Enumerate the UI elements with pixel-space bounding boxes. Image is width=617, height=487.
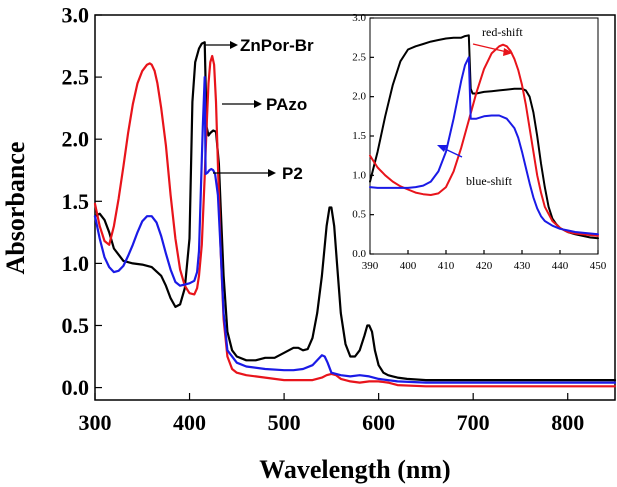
main-y-tick-label-2: 1.0 (62, 251, 90, 276)
main-y-tick-label-4: 2.0 (62, 127, 90, 152)
main-x-tick-label-5: 800 (551, 410, 584, 435)
main-x-tick-label-2: 500 (268, 410, 301, 435)
pazo-arrowhead (254, 100, 262, 108)
red-shift-arrow (472, 43, 508, 53)
inset-y-tick-label-4: 2.0 (352, 91, 366, 103)
inset-series-pazo (369, 43, 599, 237)
main-x-tick-label-0: 300 (79, 410, 112, 435)
inset-x-tick-label-5: 440 (552, 260, 569, 272)
inset-y-tick-label-3: 1.5 (352, 130, 366, 142)
inset-x-tick-label-3: 420 (476, 260, 493, 272)
main-x-tick-labels: 300 400 500 600 700 800 (79, 410, 585, 435)
znpor-br-arrowhead (230, 41, 238, 49)
inset-series-lines (369, 34, 599, 240)
annotation-arrows (204, 41, 276, 177)
main-axis-ticks (94, 14, 569, 400)
inset-y-tick-label-1: 0.5 (352, 209, 366, 221)
inset-plot-frame (369, 17, 599, 255)
main-series-p2 (93, 75, 617, 384)
inset-x-tick-labels: 390 400 410 420 430 440 450 (362, 260, 607, 272)
main-y-tick-label-5: 2.5 (62, 65, 90, 90)
inset-x-tick-label-0: 390 (362, 260, 379, 272)
main-x-tick-label-3: 600 (362, 410, 395, 435)
inset-x-tick-label-2: 410 (438, 260, 455, 272)
inset-series-p2 (369, 56, 599, 236)
inset-annotation-red-shift: red-shift (482, 25, 523, 39)
blue-shift-arrowhead (437, 145, 447, 152)
inset-y-tick-label-6: 3.0 (352, 12, 366, 24)
inset-x-tick-label-1: 400 (400, 260, 417, 272)
p2-arrowhead (268, 169, 276, 177)
inset-y-tick-label-2: 1.0 (352, 169, 366, 181)
inset-annotation-blue-shift: blue-shift (466, 174, 513, 188)
main-series-lines (93, 41, 617, 388)
annotation-znpor-br: ZnPor-Br (240, 36, 314, 55)
inset-shift-arrows (437, 43, 513, 158)
main-series-znpor-br (93, 41, 617, 382)
main-y-tick-label-0: 0.0 (62, 375, 90, 400)
annotation-p2: P2 (282, 164, 303, 183)
annotation-pazo: PAzo (266, 95, 307, 114)
inset-x-tick-label-6: 450 (590, 260, 607, 272)
y-axis-title: Absorbance (1, 142, 30, 275)
x-axis-title: Wavelength (nm) (259, 455, 450, 484)
main-x-tick-label-4: 700 (457, 410, 490, 435)
inset-x-tick-label-4: 430 (514, 260, 531, 272)
inset-y-tick-label-0: 0.0 (352, 248, 366, 260)
inset-y-tick-label-5: 2.5 (352, 51, 366, 63)
main-y-tick-label-3: 1.5 (62, 189, 90, 214)
main-y-tick-labels: 0.0 0.5 1.0 1.5 2.0 2.5 3.0 (62, 3, 90, 401)
red-shift-arrowhead (503, 48, 513, 56)
main-y-tick-label-1: 0.5 (62, 313, 90, 338)
main-y-tick-label-6: 3.0 (62, 3, 90, 28)
inset-y-tick-labels: 0.0 0.5 1.0 1.5 2.0 2.5 3.0 (352, 12, 366, 260)
main-x-tick-label-1: 400 (173, 410, 206, 435)
blue-shift-arrow (442, 147, 463, 158)
main-series-pazo (93, 54, 617, 388)
